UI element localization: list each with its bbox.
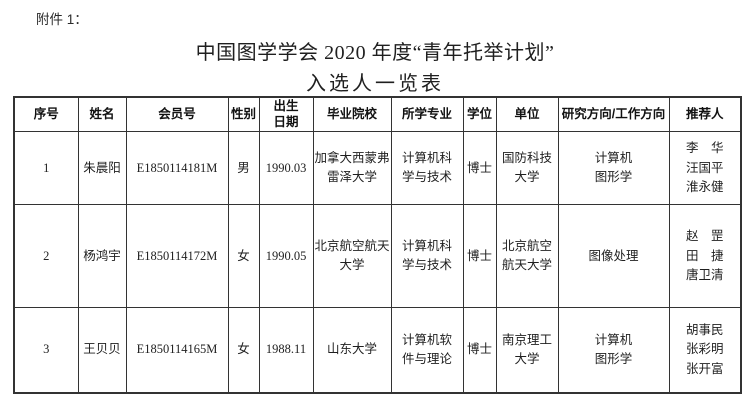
col-header-index: 序号	[13, 96, 79, 133]
cell-major: 计算机软 件与理论	[390, 307, 464, 394]
cell-index: 3	[13, 307, 79, 394]
cell-birth-date: 1990.05	[258, 204, 314, 309]
cell-organization: 南京理工 大学	[495, 307, 559, 394]
col-header-research-direction: 研究方向/工作方向	[557, 96, 670, 133]
cell-research-direction: 计算机 图形学	[557, 307, 670, 394]
cell-degree: 博士	[462, 307, 497, 394]
cell-school: 山东大学	[312, 307, 392, 394]
cell-name: 朱晨阳	[77, 131, 127, 206]
cell-school: 北京航空航天 大学	[312, 204, 392, 309]
cell-organization: 国防科技 大学	[495, 131, 559, 206]
col-header-name: 姓名	[77, 96, 127, 133]
attachment-label: 附件 1：	[36, 12, 88, 27]
table-row-2: 2 杨鸿宇 E1850114172M 女 1990.05 北京航空航天 大学 计…	[13, 204, 742, 309]
col-header-degree: 学位	[462, 96, 497, 133]
cell-recommenders: 赵 罡 田 捷 唐卫清	[668, 204, 742, 309]
cell-name: 杨鸿宇	[77, 204, 127, 309]
table-row-3: 3 王贝贝 E1850114165M 女 1988.11 山东大学 计算机软 件…	[13, 307, 742, 394]
cell-research-direction: 计算机 图形学	[557, 131, 670, 206]
cell-member-id: E1850114172M	[125, 204, 229, 309]
cell-birth-date: 1990.03	[258, 131, 314, 206]
document-title: 中国图学学会 2020 年度“青年托举计划”	[195, 42, 555, 64]
cell-major: 计算机科 学与技术	[390, 131, 464, 206]
cell-name: 王贝贝	[77, 307, 127, 394]
cell-organization: 北京航空 航天大学	[495, 204, 559, 309]
cell-recommenders: 李 华 汪国平 淮永健	[668, 131, 742, 206]
cell-major: 计算机科 学与技术	[390, 204, 464, 309]
cell-degree: 博士	[462, 131, 497, 206]
cell-gender: 女	[227, 204, 260, 309]
table-row-1: 1 朱晨阳 E1850114181M 男 1990.03 加拿大西蒙弗 雷泽大学…	[13, 131, 742, 206]
col-header-birth-date: 出生 日期	[258, 96, 314, 133]
col-header-recommenders: 推荐人	[668, 96, 742, 133]
cell-research-direction: 图像处理	[557, 204, 670, 309]
cell-member-id: E1850114165M	[125, 307, 229, 394]
cell-member-id: E1850114181M	[125, 131, 229, 206]
selectee-table: 序号 姓名 会员号 性别 出生 日期 毕业院校 所学专业 学位 单位 研究方向/…	[13, 96, 742, 394]
cell-index: 1	[13, 131, 79, 206]
cell-gender: 男	[227, 131, 260, 206]
cell-gender: 女	[227, 307, 260, 394]
col-header-gender: 性别	[227, 96, 260, 133]
cell-birth-date: 1988.11	[258, 307, 314, 394]
header-row: 序号 姓名 会员号 性别 出生 日期 毕业院校 所学专业 学位 单位 研究方向/…	[13, 96, 742, 133]
cell-school: 加拿大西蒙弗 雷泽大学	[312, 131, 392, 206]
cell-recommenders: 胡事民 张彩明 张开富	[668, 307, 742, 394]
col-header-member-id: 会员号	[125, 96, 229, 133]
cell-index: 2	[13, 204, 79, 309]
col-header-organization: 单位	[495, 96, 559, 133]
col-header-school: 毕业院校	[312, 96, 392, 133]
cell-degree: 博士	[462, 204, 497, 309]
col-header-major: 所学专业	[390, 96, 464, 133]
document-subtitle: 入选人一览表	[306, 73, 444, 95]
